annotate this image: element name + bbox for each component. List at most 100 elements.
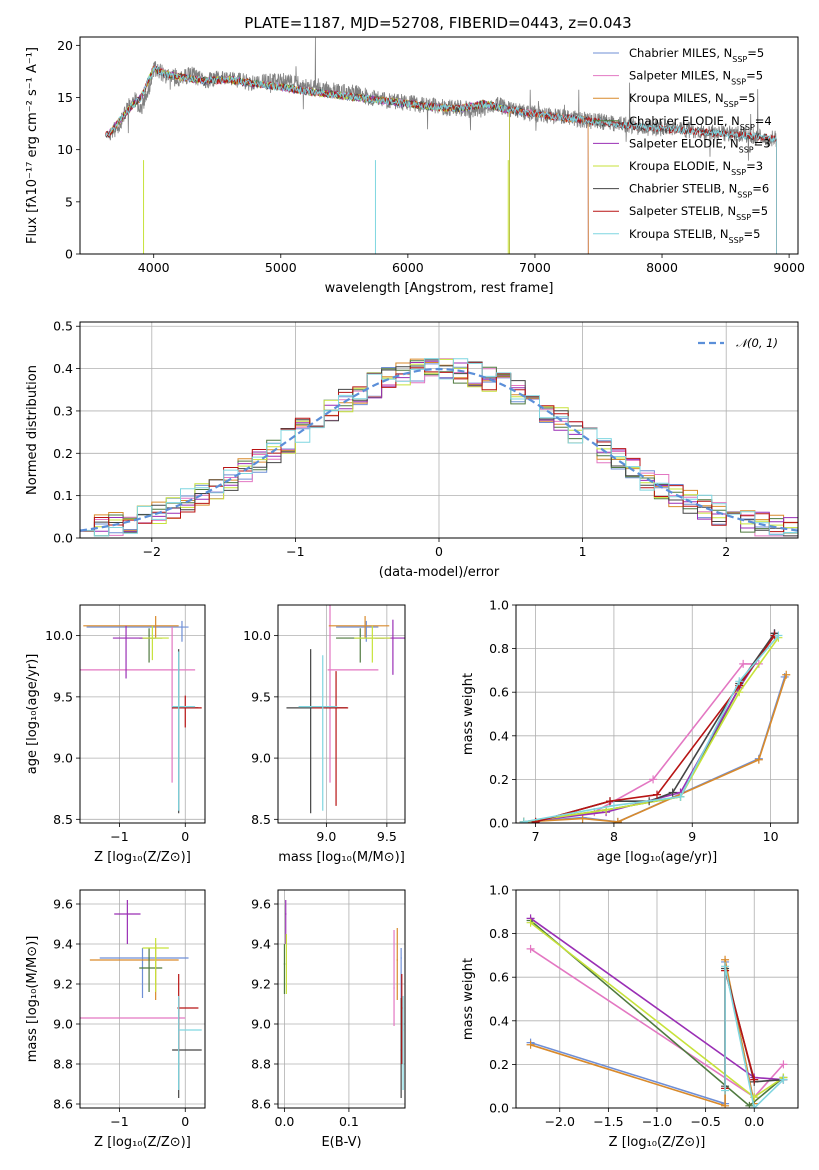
x-tick-label: 8 xyxy=(610,829,618,844)
axes-frame xyxy=(515,604,799,824)
residuals-plot-area xyxy=(80,358,798,538)
x-tick-label: 9.0 xyxy=(316,829,336,844)
plus-marker xyxy=(721,1101,730,1108)
y-axis-label: age [log₁₀(age/yr)] xyxy=(25,654,40,775)
plus-marker xyxy=(774,631,783,640)
x-tick-label: 8000 xyxy=(646,260,678,275)
x-tick-label: 0 xyxy=(435,544,443,559)
axes-frame xyxy=(79,889,206,1109)
y-tick-label: 9.5 xyxy=(53,689,73,704)
y-tick-label: 10 xyxy=(57,142,73,157)
y-tick-label: 8.6 xyxy=(251,1097,271,1112)
y-tick-label: 1.0 xyxy=(489,598,509,613)
legend-count: =3 xyxy=(746,159,763,173)
x-tick-label: 9 xyxy=(688,829,696,844)
y-tick-label: 9.4 xyxy=(53,937,73,952)
y-tick-label: 0.2 xyxy=(489,1057,509,1072)
x-axis-label: (data-model)/error xyxy=(379,565,500,580)
x-tick-label: −2 xyxy=(143,544,161,559)
mass-vs-Z-plot-area xyxy=(80,900,202,1098)
plus-marker xyxy=(526,944,535,953)
plus-marker xyxy=(649,775,658,784)
x-tick-label: 6000 xyxy=(392,260,424,275)
y-tick-label: 0.0 xyxy=(53,531,73,546)
weight-line xyxy=(724,966,784,1108)
x-axis-label: E(B-V) xyxy=(321,1135,361,1150)
x-axis-label: age [log₁₀(age/yr)] xyxy=(597,850,718,865)
y-tick-label: 8.6 xyxy=(53,1097,73,1112)
x-tick-label: 4000 xyxy=(138,260,170,275)
legend-count: =5 xyxy=(744,227,761,241)
plus-marker xyxy=(668,788,677,797)
x-tick-label: 1 xyxy=(579,544,587,559)
legend-count: =5 xyxy=(746,69,763,83)
x-tick-label: 5000 xyxy=(265,260,297,275)
mass-vs-Z-panel: −1 0 8.6 8.8 9.0 9.2 9.4 9.6 Z [log₁₀(Z/Z⊙)] mass… xyxy=(25,889,206,1150)
y-tick-label: 0.6 xyxy=(489,685,509,700)
y-tick-label: 9.6 xyxy=(53,897,73,912)
weight-vs-Z-panel: −2.0 −1.5 −1.0 −0.5 0.0 0.0 0.2 0.4 0.6 0.8 1.0 Z [… xyxy=(461,883,799,1150)
axes-frame xyxy=(79,36,799,255)
y-tick-label: 9.6 xyxy=(251,897,271,912)
x-tick-label: −1 xyxy=(286,544,304,559)
y-tick-label: 0.3 xyxy=(53,403,73,418)
weight-line xyxy=(535,635,776,823)
plus-marker xyxy=(735,677,744,686)
x-tick-label: −0.5 xyxy=(690,1114,720,1129)
x-tick-label: 9000 xyxy=(773,260,805,275)
y-tick-label: 9.0 xyxy=(53,751,73,766)
legend-label: 𝒩(0, 1) xyxy=(736,336,778,350)
axes-frame xyxy=(277,889,406,1109)
plus-marker xyxy=(745,1101,754,1108)
legend-count: =4 xyxy=(755,114,772,128)
x-tick-label: −1 xyxy=(110,1114,128,1129)
weight-vs-age-panel: 7 8 9 10 0.0 0.2 0.4 0.6 0.8 1.0 age [log₁₀(age/yr… xyxy=(461,598,799,865)
axes-frame xyxy=(79,604,206,824)
y-tick-label: 0.4 xyxy=(489,1013,509,1028)
legend-label: Kroupa ELODIE, NSSP=3 xyxy=(629,159,763,177)
histogram-step xyxy=(80,358,798,538)
legend-label: Kroupa STELIB, NSSP=5 xyxy=(629,227,760,245)
plus-marker xyxy=(779,1060,788,1069)
x-axis-label: wavelength [Angstrom, rest frame] xyxy=(325,281,554,296)
x-tick-label: −1 xyxy=(110,829,128,844)
axes-frame xyxy=(515,889,799,1109)
x-tick-label: 10 xyxy=(763,829,779,844)
plus-marker xyxy=(613,817,622,823)
x-tick-label: −1.5 xyxy=(593,1114,623,1129)
mass-vs-ebv-plot-area xyxy=(283,900,404,1098)
x-axis-label: mass [log₁₀(M/M⊙)] xyxy=(278,850,405,865)
age-vs-mass-plot-area xyxy=(286,605,405,814)
y-tick-label: 8.8 xyxy=(53,1057,73,1072)
weight-line xyxy=(530,959,755,1107)
y-tick-label: 20 xyxy=(57,38,73,53)
x-tick-label: 9.5 xyxy=(377,829,397,844)
legend-subscript: SSP xyxy=(740,122,755,131)
legend-subscript: SSP xyxy=(736,213,751,222)
y-tick-label: 0.2 xyxy=(53,446,73,461)
y-axis-label: mass [log₁₀(M/M⊙)] xyxy=(25,936,40,1063)
x-tick-label: −1.0 xyxy=(642,1114,672,1129)
plus-marker xyxy=(750,1075,759,1084)
y-tick-label: 0.1 xyxy=(53,488,73,503)
legend-label: Salpeter ELODIE, NSSP=3 xyxy=(629,136,771,154)
plus-marker xyxy=(526,918,535,927)
model-spectrum-line xyxy=(105,65,777,254)
spectrum-panel: 4000 5000 6000 7000 8000 9000 0 5 10 15 20 waveleng… xyxy=(25,36,805,296)
axes-frame xyxy=(277,604,406,824)
spectrum-plot-area xyxy=(105,37,777,254)
weight-line xyxy=(530,961,756,1108)
plus-marker xyxy=(653,790,661,799)
legend-subscript: SSP xyxy=(729,235,744,244)
legend-label: Chabrier MILES, NSSP=5 xyxy=(629,46,764,64)
y-tick-label: 0.0 xyxy=(489,816,509,831)
y-tick-label: 0 xyxy=(65,247,73,262)
y-tick-label: 0.0 xyxy=(489,1101,509,1116)
y-tick-label: 15 xyxy=(57,90,73,105)
weight-vs-Z-plot-area xyxy=(526,914,788,1108)
weight-line xyxy=(523,663,759,823)
legend-subscript: SSP xyxy=(739,145,754,154)
y-tick-label: 9.5 xyxy=(251,689,271,704)
y-tick-label: 8.5 xyxy=(251,812,271,827)
